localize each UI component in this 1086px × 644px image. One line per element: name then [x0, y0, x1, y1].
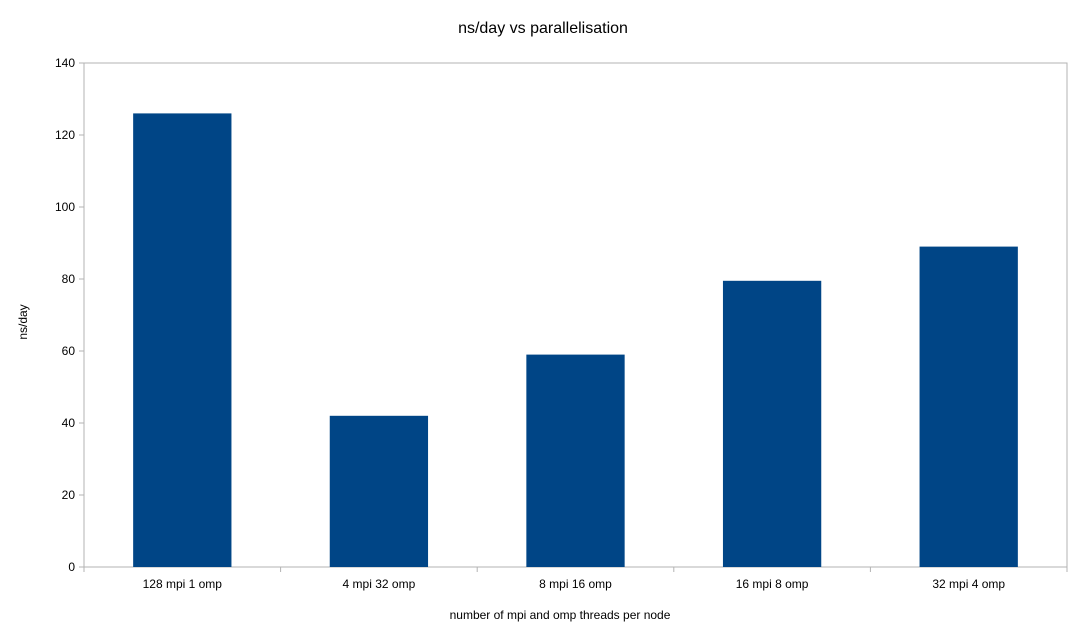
bars-group: [133, 113, 1018, 568]
bar: [919, 246, 1018, 567]
x-tick-label: 4 mpi 32 omp: [343, 577, 416, 591]
x-tick-label: 32 mpi 4 omp: [932, 577, 1005, 591]
bar: [526, 354, 625, 567]
bar: [133, 113, 232, 568]
y-tick-label: 120: [55, 128, 75, 142]
y-tick-label: 20: [62, 488, 76, 502]
y-tick-label: 80: [62, 272, 76, 286]
x-tick-label: 128 mpi 1 omp: [143, 577, 223, 591]
x-tick-label: 16 mpi 8 omp: [736, 577, 809, 591]
x-axis-title: number of mpi and omp threads per node: [450, 608, 671, 622]
y-tick-label: 100: [55, 200, 75, 214]
bar: [722, 280, 822, 567]
y-tick-label: 60: [62, 344, 76, 358]
x-axis: 128 mpi 1 omp 4 mpi 32 omp 8 mpi 16 omp 16 …: [83, 567, 1068, 591]
y-tick-label: 140: [55, 56, 75, 70]
y-axis-title: ns/day: [16, 304, 30, 339]
chart-title: ns/day vs parallelisation: [458, 20, 628, 37]
x-tick-label: 8 mpi 16 omp: [539, 577, 612, 591]
bar: [329, 415, 429, 567]
y-axis: 0 20 40 60 80 100 120 140: [55, 56, 84, 574]
y-tick-label: 40: [62, 416, 76, 430]
y-tick-label: 0: [68, 560, 75, 574]
